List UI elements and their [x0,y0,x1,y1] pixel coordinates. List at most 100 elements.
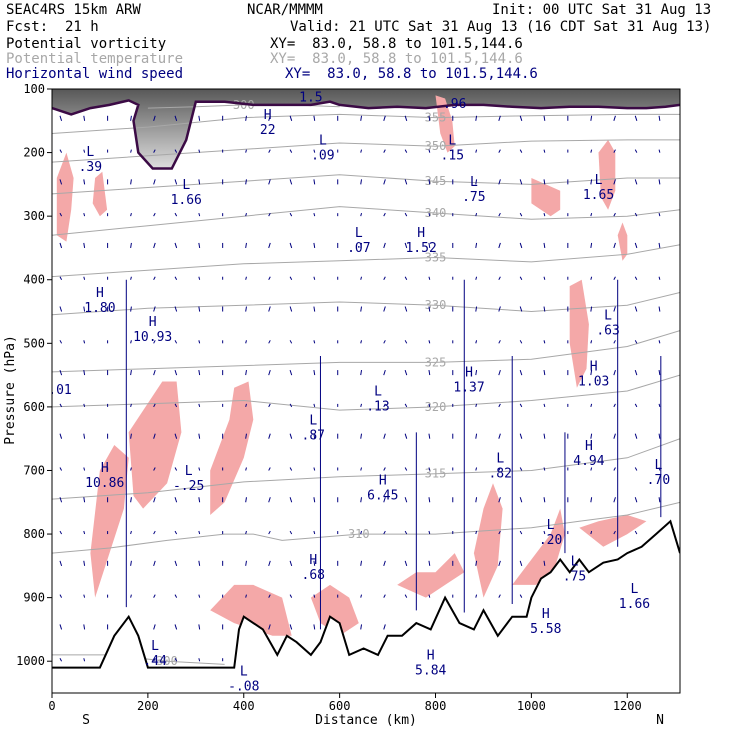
stratosphere-pv-shading [52,89,680,169]
pv-region-15 [579,515,647,547]
wind-vector [360,213,363,217]
wind-vector [428,403,431,408]
y-tick-label-1: 200 [23,146,45,160]
wind-vector [289,340,293,344]
wind-vector [130,433,132,439]
wind-vector [658,115,661,121]
wind-vector [475,403,478,408]
wind-vector [475,560,478,566]
wind-vector [59,403,63,408]
wind-vector [475,242,478,249]
wind-vector [498,212,501,217]
wind-vector [543,370,546,376]
wind-vector [613,115,616,121]
extremum-kind-14: L [374,385,382,400]
wind-vector [543,340,546,344]
wind-vector [153,433,156,439]
x-axis-label: Distance (km) [315,713,417,728]
wind-vector [59,306,63,312]
wind-vector [198,276,201,280]
wind-vector [613,369,616,376]
wind-vector [658,242,661,249]
wind-vector [83,179,86,185]
theta-label-3: 345 [425,174,447,188]
extremum-kind-7: L [355,226,363,241]
extremum-kind-29: L [240,664,248,679]
wind-vector [658,276,661,280]
theta-label-7: 325 [425,355,447,369]
wind-vector [543,530,546,535]
wind-vector [153,276,156,280]
wind-vector [519,433,523,439]
field-coords-wind: XY= 83.0, 58.8 to 101.5,144.6 [285,66,538,82]
theta-contour-330-6 [52,292,680,316]
wind-vector [498,306,501,312]
wind-vector [130,213,132,217]
wind-vector [519,467,523,471]
wind-vector [475,467,478,471]
x-tick-label-1: 200 [137,699,159,713]
wind-vector [613,212,616,217]
wind-vector [313,306,316,312]
wind-vector [245,530,247,535]
y-tick-label-2: 300 [23,209,45,223]
extremum-value-21: 6.45 [367,489,398,504]
wind-vector [174,594,178,598]
wind-vector [289,433,293,439]
extremum-kind-9: H [96,286,104,301]
wind-vector [245,403,247,408]
pv-region-0 [56,152,74,242]
wind-vector [59,624,63,630]
wind-vector [590,497,593,503]
wind-vector [174,242,178,249]
theta-label-5: 335 [425,250,447,264]
wind-vector [498,115,501,121]
wind-vector [543,560,546,566]
wind-vector [153,657,156,662]
wind-vector [198,467,201,471]
wind-vector [268,403,271,408]
pv-region-12 [397,553,465,598]
wind-vector [198,560,201,566]
wind-vector [153,340,156,344]
field-name-wind: Horizontal wind speed [6,66,184,82]
wind-vector [83,497,86,503]
wind-vector [590,276,593,280]
wind-vector [198,497,201,503]
extremum-value-4: .15 [441,149,464,164]
wind-vector [130,370,132,376]
pv-region-11 [310,584,359,636]
forecast-hour: 21 h [65,19,99,35]
wind-vector [130,149,132,153]
wind-vector [59,115,63,121]
wind-vector [153,369,156,376]
wind-vector [289,594,293,598]
extremum-kind-32: H [65,719,73,734]
wind-vector [198,594,201,598]
contour-value-0: 1.5 [299,91,322,106]
wind-vector [383,560,386,566]
wind-vector [153,624,156,630]
wind-vector [404,115,408,121]
wind-vector [360,594,363,598]
wind-vector [245,242,247,249]
wind-vector [519,530,523,535]
plot-frame [51,88,681,694]
wind-vector [245,306,247,312]
extremum-kind-26: H [542,607,550,622]
wind-vector [613,340,616,344]
wind-vector [519,560,523,566]
extremum-kind-31: L [151,728,159,740]
wind-vector [313,115,316,121]
wind-vector [543,403,546,408]
wind-vector [313,467,316,471]
wind-vector [383,433,386,439]
wind-vector [268,560,271,566]
y-tick-label-3: 400 [23,273,45,287]
wind-vector [404,276,408,280]
wind-vector [519,594,523,598]
wind-vector [59,560,63,566]
wind-vector [613,179,616,185]
wind-vector [153,115,156,121]
